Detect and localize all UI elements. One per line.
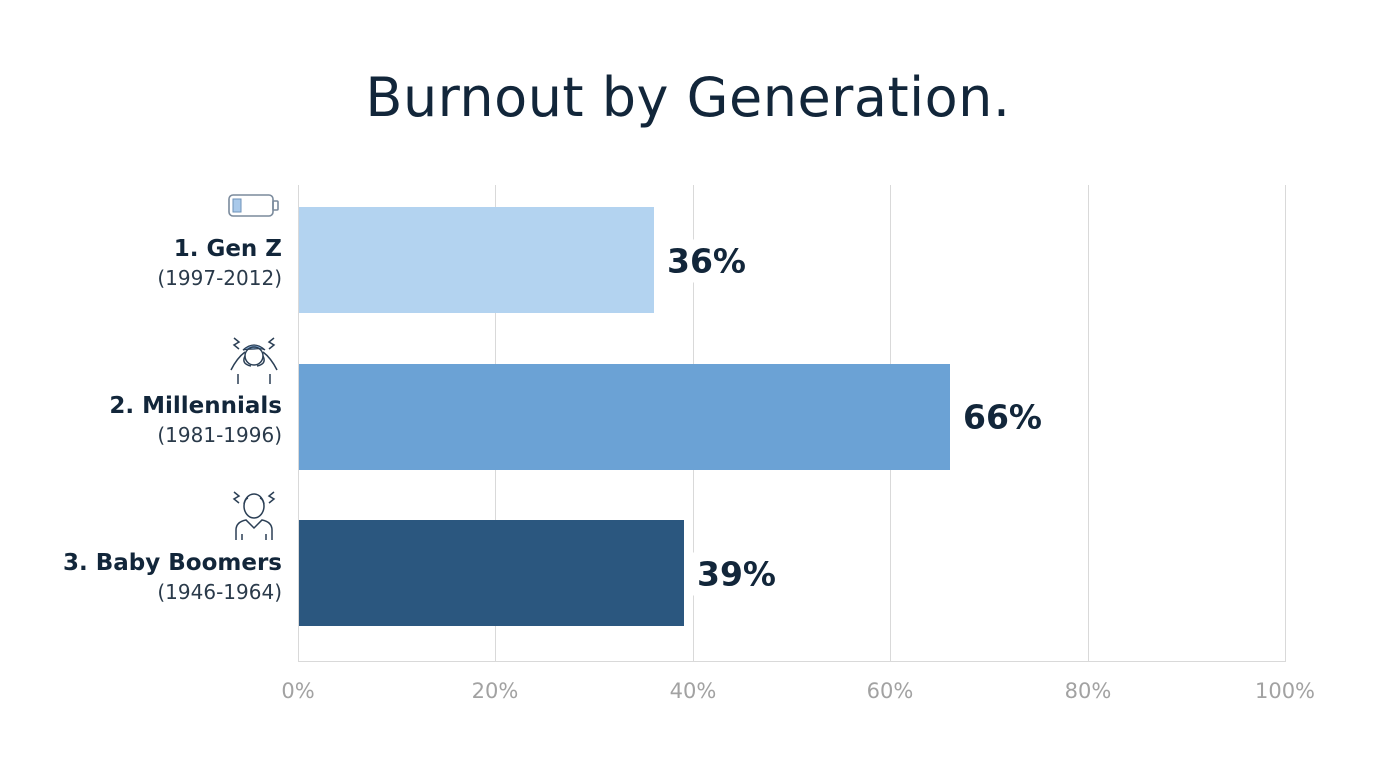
category-name: 2. Millennials: [109, 393, 282, 419]
chart-title: Burnout by Generation.: [365, 66, 1011, 129]
plot-area: 0% 20% 40% 60% 80% 100% 36% 66% 39%: [281, 185, 1315, 703]
bar-millennials: [299, 364, 950, 470]
x-tick-label: 40%: [669, 679, 717, 703]
category-name: 1. Gen Z: [173, 236, 282, 262]
x-tick-label: 20%: [471, 679, 519, 703]
stressed-person-icon: [230, 337, 278, 384]
x-axis-line: [298, 661, 1286, 662]
value-label-millennials: 66%: [957, 395, 1048, 439]
category-years: (1981-1996): [157, 423, 282, 447]
x-tick-label: 100%: [1254, 679, 1316, 703]
x-tick-label: 80%: [1064, 679, 1112, 703]
gridline-100: [1285, 185, 1286, 662]
category-label-millennials: 2. Millennials (1981-1996): [109, 391, 282, 449]
category-years: (1946-1964): [157, 580, 282, 604]
stressed-older-person-icon: [232, 491, 276, 540]
category-label-baby-boomers: 3. Baby Boomers (1946-1964): [63, 548, 282, 606]
category-years: (1997-2012): [157, 266, 282, 290]
x-tick-label: 0%: [281, 679, 315, 703]
value-label-baby-boomers: 39%: [691, 552, 782, 596]
bar-gen-z: [299, 207, 654, 313]
gridline-0: [298, 185, 299, 662]
gridline-80: [1088, 185, 1089, 662]
bar-baby-boomers: [299, 520, 684, 626]
x-tick-label: 60%: [866, 679, 914, 703]
category-name: 3. Baby Boomers: [63, 550, 282, 576]
low-battery-icon: [228, 194, 279, 217]
category-label-gen-z: 1. Gen Z (1997-2012): [157, 234, 282, 292]
value-label-gen-z: 36%: [661, 239, 752, 283]
